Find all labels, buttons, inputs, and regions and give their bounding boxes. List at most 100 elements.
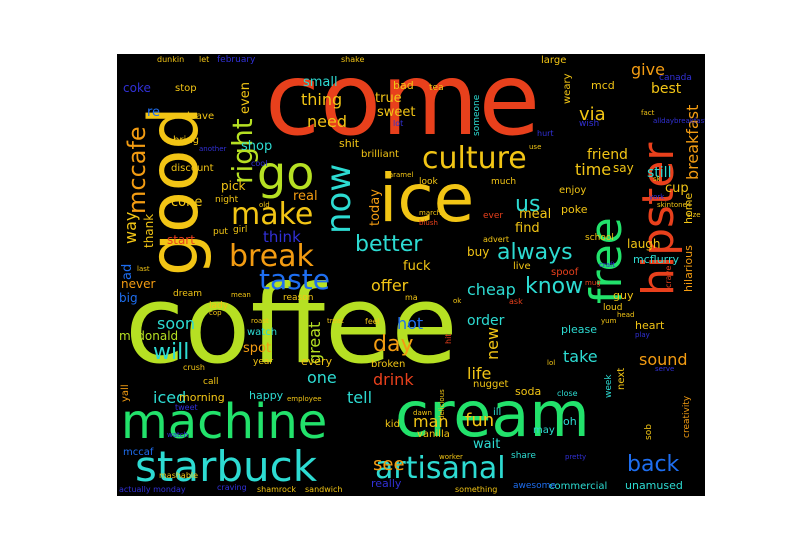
- word-poke: poke: [561, 203, 588, 216]
- word-oh: oh: [563, 415, 577, 428]
- word-mashable: mashable: [159, 471, 199, 480]
- word-via: via: [579, 104, 606, 125]
- word-never: never: [121, 277, 156, 291]
- word-come: come: [265, 54, 541, 158]
- word-kid: kid: [385, 419, 400, 430]
- word-another: another: [199, 145, 227, 153]
- word-unamused: unamused: [625, 479, 683, 492]
- word-head: head: [617, 311, 635, 319]
- word-fact: fact: [641, 109, 655, 117]
- word-spot: spot: [243, 341, 272, 356]
- word-starbuck: starbuck: [135, 442, 318, 491]
- word-ice: ice: [379, 160, 475, 237]
- word-drink: drink: [373, 370, 414, 389]
- word-please: please: [561, 323, 598, 336]
- word-ask: ask: [509, 297, 523, 306]
- word-close: close: [557, 389, 578, 398]
- word-let: let: [199, 55, 210, 64]
- word-heart: heart: [635, 319, 665, 332]
- word-buy: buy: [467, 245, 490, 259]
- word-call: call: [203, 377, 219, 387]
- word-big: big: [119, 291, 138, 305]
- word-awesome: awesome: [513, 481, 556, 491]
- word-iced: iced: [153, 388, 187, 407]
- word-ma: ma: [405, 293, 418, 302]
- word-see: see: [373, 454, 405, 475]
- word-say: say: [613, 161, 634, 175]
- word-last: last: [137, 265, 150, 273]
- word-february: february: [217, 55, 256, 65]
- word-ever: ever: [483, 211, 504, 221]
- word-really: really: [371, 477, 402, 490]
- word-old: old: [259, 201, 270, 209]
- word-start: start: [167, 233, 195, 247]
- word-vanilla: vanilla: [417, 429, 450, 440]
- word-even: even: [238, 82, 253, 114]
- word-soda: soda: [515, 385, 542, 398]
- word-live: live: [513, 261, 531, 272]
- word-delicious: delicious: [438, 389, 446, 420]
- word-thing: thing: [301, 90, 343, 109]
- word-leave: leave: [187, 111, 215, 122]
- word-cream: cream: [395, 378, 590, 451]
- word-life: life: [467, 364, 492, 383]
- word-back: back: [627, 452, 680, 477]
- word-mccaf: mccaf: [123, 447, 154, 458]
- word-sound: sound: [639, 350, 688, 369]
- word-employee: employee: [287, 395, 322, 403]
- word-every: every: [301, 355, 333, 368]
- word-mcdonald: mcdonald: [119, 329, 179, 343]
- word-shamrock: shamrock: [257, 485, 296, 494]
- word-one: one: [307, 368, 337, 387]
- word-advert: advert: [483, 235, 510, 244]
- word-cup: cup: [665, 181, 689, 196]
- word-reason: reason: [283, 293, 314, 303]
- word-laugh: laugh: [627, 237, 661, 251]
- word-make: make: [231, 197, 314, 232]
- word-artisanal: artisanal: [375, 451, 506, 486]
- word-dream: dream: [173, 289, 203, 299]
- word-year: year: [253, 357, 274, 367]
- word-day: day: [373, 332, 414, 357]
- word-pretty: pretty: [565, 453, 587, 461]
- word-need: need: [307, 112, 347, 131]
- word-something: something: [455, 485, 498, 494]
- word-discount: discount: [171, 163, 214, 174]
- word-blush: blush: [419, 219, 438, 227]
- word-hot: hot: [397, 314, 424, 333]
- word-loud: loud: [603, 303, 623, 313]
- word-find: find: [515, 221, 540, 236]
- word-coke: coke: [123, 81, 151, 95]
- word-fuck: fuck: [403, 259, 431, 274]
- word-skintone4: skintone4: [657, 201, 692, 209]
- word-sweet: sweet: [377, 105, 416, 120]
- word-dawn: dawn: [413, 409, 432, 417]
- word-tea: tea: [429, 83, 444, 93]
- word-mcflurry: mcflurry: [633, 253, 680, 266]
- word-go: go: [257, 146, 315, 200]
- word-now: now: [319, 163, 359, 234]
- word-new: new: [483, 326, 502, 360]
- word-time: time: [575, 160, 612, 179]
- word-crave: crave: [664, 265, 673, 288]
- word-order: order: [467, 313, 505, 329]
- word-girl: girl: [233, 225, 248, 235]
- word-enjoy: enjoy: [559, 185, 587, 196]
- word-look: look: [419, 177, 438, 187]
- word-next: next: [616, 367, 627, 390]
- word-ill: ill: [493, 407, 502, 418]
- word-watch-small: watch: [167, 431, 189, 439]
- word-culture: culture: [422, 141, 527, 176]
- word-lot: lot: [393, 119, 404, 128]
- word-worker: worker: [439, 453, 463, 461]
- word-nugget: nugget: [473, 379, 509, 390]
- word-large: large: [541, 55, 567, 66]
- word-better: better: [355, 232, 423, 257]
- word-stop: stop: [175, 83, 197, 94]
- word-ok: ok: [453, 297, 462, 305]
- word-happy: happy: [249, 389, 284, 402]
- word-machine: machine: [121, 394, 328, 450]
- word-think: think: [263, 228, 301, 246]
- word-will: will: [153, 340, 190, 365]
- word-today: today: [368, 189, 383, 226]
